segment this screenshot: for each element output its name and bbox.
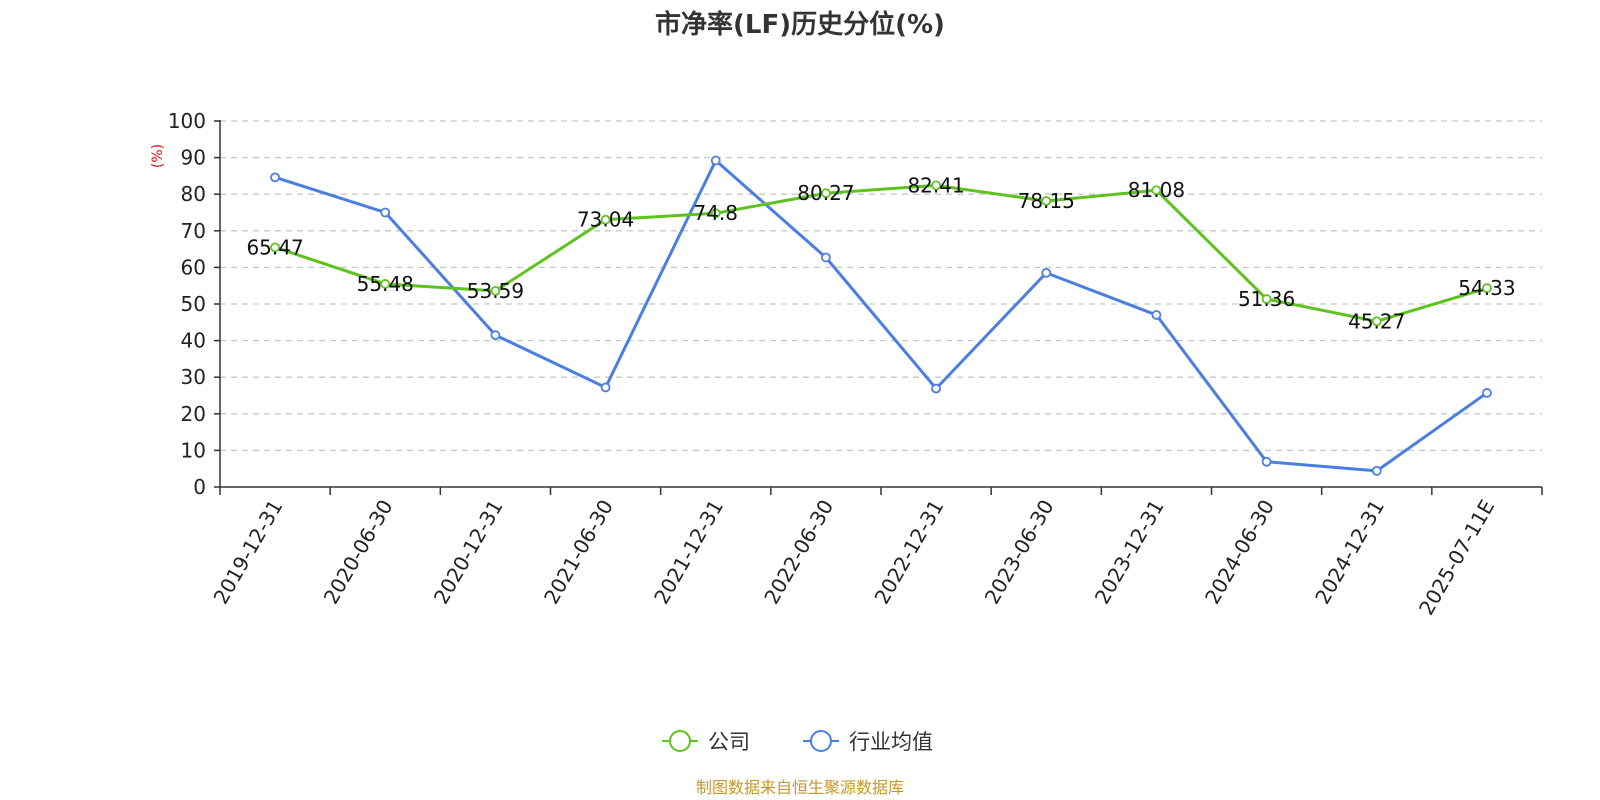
y-axis-unit-label: (%) [150, 144, 166, 168]
x-tick-label: 2022-12-31 [870, 496, 949, 609]
y-tick-label: 10 [181, 438, 206, 462]
data-point [821, 252, 831, 263]
x-tick-label: 2021-12-31 [649, 496, 728, 609]
x-tick-label: 2019-12-31 [209, 496, 288, 609]
legend: 公司 行业均值 [662, 730, 933, 754]
legend-label: 公司 [708, 730, 750, 754]
chart-title: 市净率(LF)历史分位(%) [655, 9, 945, 40]
data-point [1371, 316, 1382, 327]
data-label: 81.08 [1128, 178, 1185, 202]
y-tick-label: 80 [181, 182, 206, 206]
data-point [710, 155, 721, 166]
data-point [600, 214, 611, 225]
series-line-0 [274, 183, 1488, 323]
legend-marker [669, 730, 691, 752]
data-point [490, 330, 501, 341]
y-tick-label: 90 [181, 146, 206, 170]
data-label: 82.41 [907, 173, 964, 197]
x-tick-label: 2024-12-31 [1310, 496, 1389, 609]
data-point [710, 208, 721, 219]
data-label: 55.48 [357, 272, 414, 296]
data-point [1371, 465, 1382, 476]
legend-label: 行业均值 [849, 730, 933, 754]
data-label: 45.27 [1348, 309, 1405, 333]
data-point [931, 180, 941, 191]
x-tick-label: 2023-12-31 [1090, 496, 1169, 609]
data-point [1151, 185, 1162, 196]
data-label: 53.59 [467, 279, 524, 303]
grid-lines [220, 120, 1542, 452]
data-label: 74.8 [693, 201, 738, 225]
data-point [380, 279, 391, 289]
data-point [490, 285, 501, 296]
data-point [1041, 196, 1052, 206]
data-label: 78.15 [1018, 189, 1075, 213]
y-tick-label: 70 [181, 219, 206, 243]
x-tick-label: 2020-12-31 [429, 496, 508, 609]
data-label: 65.47 [246, 235, 303, 259]
data-labels: 65.47 55.48 53.59 73.04 74.8 80.27 82.41 78.15 8… [246, 173, 1515, 333]
data-point [821, 188, 831, 199]
x-tick-label: 2024-06-30 [1200, 496, 1279, 609]
y-tick-label: 100 [168, 109, 206, 133]
y-tick-label: 60 [181, 255, 206, 279]
source-note: 制图数据来自恒生聚源数据库 [696, 778, 904, 797]
data-point [270, 172, 280, 183]
y-tick-label: 20 [181, 402, 206, 426]
x-tick-label: 2025-07-11E [1414, 496, 1499, 620]
data-point [1261, 294, 1272, 304]
x-tick-label: 2023-06-30 [980, 496, 1059, 609]
data-point [1482, 283, 1492, 294]
data-point [1482, 388, 1492, 398]
y-tick-label: 50 [181, 292, 206, 316]
data-point [380, 207, 391, 218]
legend-marker [810, 730, 832, 752]
data-label: 54.33 [1458, 276, 1515, 300]
x-tick-label: 2020-06-30 [319, 496, 398, 609]
y-tick-label: 0 [193, 475, 206, 499]
data-point [1261, 456, 1272, 467]
y-tick-label: 40 [181, 329, 206, 353]
data-point [1151, 310, 1162, 320]
data-point [931, 383, 941, 394]
y-tick-label: 30 [181, 365, 206, 389]
data-point [600, 382, 611, 393]
series-line-1 [274, 159, 1488, 473]
data-label: 51.36 [1238, 287, 1295, 311]
data-point [1041, 267, 1052, 278]
axes: 0 10 20 30 40 50 60 70 80 90 100 2019-12-31 2020-06-… [168, 109, 1543, 620]
x-tick-label: 2022-06-30 [759, 496, 838, 609]
data-point [270, 242, 280, 253]
data-label: 80.27 [797, 181, 854, 205]
data-label: 73.04 [577, 208, 634, 232]
series-lines [270, 155, 1492, 476]
x-tick-label: 2021-06-30 [539, 496, 618, 609]
